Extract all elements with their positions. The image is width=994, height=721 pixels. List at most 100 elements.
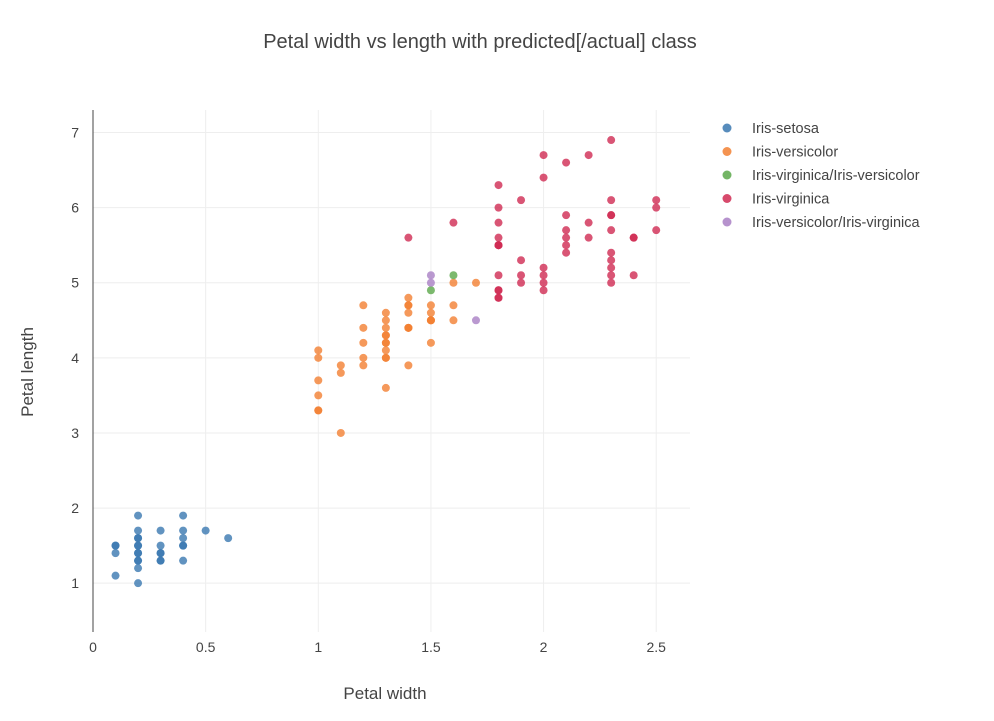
data-point[interactable] [404, 308, 413, 317]
legend-label[interactable]: Iris-setosa [752, 121, 820, 137]
data-point[interactable] [404, 293, 413, 302]
data-point[interactable] [426, 278, 435, 287]
data-point[interactable] [426, 316, 435, 325]
legend-label[interactable]: Iris-virginica [752, 192, 830, 208]
data-point[interactable] [314, 406, 323, 415]
data-point[interactable] [607, 136, 616, 145]
legend-label[interactable]: Iris-virginica/Iris-versicolor [752, 168, 920, 184]
data-point[interactable] [449, 278, 458, 287]
data-point[interactable] [584, 218, 593, 227]
data-point[interactable] [111, 541, 120, 550]
data-point[interactable] [607, 271, 616, 280]
data-point[interactable] [134, 526, 143, 535]
data-point[interactable] [471, 316, 480, 325]
data-point[interactable] [629, 271, 638, 280]
data-point[interactable] [404, 233, 413, 242]
data-point[interactable] [494, 241, 503, 250]
data-point[interactable] [426, 286, 435, 295]
data-point[interactable] [652, 196, 661, 205]
data-point[interactable] [539, 173, 548, 182]
data-point[interactable] [607, 278, 616, 287]
data-point[interactable] [134, 511, 143, 520]
data-point[interactable] [494, 181, 503, 190]
data-point[interactable] [224, 534, 233, 543]
data-point[interactable] [359, 361, 368, 370]
data-point[interactable] [494, 286, 503, 295]
data-point[interactable] [179, 541, 188, 550]
data-point[interactable] [134, 541, 143, 550]
data-point[interactable] [359, 338, 368, 347]
data-point[interactable] [449, 316, 458, 325]
data-point[interactable] [471, 278, 480, 287]
data-point[interactable] [539, 286, 548, 295]
data-point[interactable] [517, 196, 526, 205]
data-point[interactable] [179, 511, 188, 520]
data-point[interactable] [201, 526, 210, 535]
data-point[interactable] [539, 263, 548, 272]
data-point[interactable] [562, 248, 571, 257]
data-point[interactable] [404, 361, 413, 370]
data-point[interactable] [607, 263, 616, 272]
data-point[interactable] [607, 196, 616, 205]
data-point[interactable] [381, 383, 390, 392]
data-point[interactable] [607, 211, 616, 220]
data-point[interactable] [314, 346, 323, 355]
data-point[interactable] [426, 271, 435, 280]
data-point[interactable] [381, 338, 390, 347]
data-point[interactable] [584, 233, 593, 242]
data-point[interactable] [111, 549, 120, 558]
data-point[interactable] [179, 556, 188, 565]
data-point[interactable] [449, 271, 458, 280]
data-point[interactable] [517, 271, 526, 280]
data-point[interactable] [494, 218, 503, 227]
data-point[interactable] [629, 233, 638, 242]
data-point[interactable] [449, 218, 458, 227]
data-point[interactable] [156, 549, 165, 558]
data-point[interactable] [359, 353, 368, 362]
data-point[interactable] [134, 534, 143, 543]
data-point[interactable] [381, 353, 390, 362]
data-point[interactable] [449, 301, 458, 310]
data-point[interactable] [381, 316, 390, 325]
data-point[interactable] [539, 151, 548, 160]
data-point[interactable] [539, 278, 548, 287]
data-point[interactable] [156, 541, 165, 550]
data-point[interactable] [539, 271, 548, 280]
data-point[interactable] [134, 556, 143, 565]
data-point[interactable] [314, 353, 323, 362]
legend-label[interactable]: Iris-versicolor [752, 145, 838, 161]
data-point[interactable] [584, 151, 593, 160]
legend-label[interactable]: Iris-versicolor/Iris-virginica [752, 215, 921, 231]
data-point[interactable] [562, 211, 571, 220]
data-point[interactable] [607, 256, 616, 265]
data-point[interactable] [314, 376, 323, 385]
data-point[interactable] [652, 226, 661, 235]
data-point[interactable] [336, 428, 345, 437]
data-point[interactable] [179, 526, 188, 535]
data-point[interactable] [517, 256, 526, 265]
data-point[interactable] [314, 391, 323, 400]
data-point[interactable] [562, 241, 571, 250]
data-point[interactable] [494, 293, 503, 302]
data-point[interactable] [111, 571, 120, 580]
data-point[interactable] [359, 323, 368, 332]
data-point[interactable] [426, 301, 435, 310]
data-point[interactable] [652, 203, 661, 212]
data-point[interactable] [562, 158, 571, 167]
data-point[interactable] [179, 534, 188, 543]
data-point[interactable] [426, 308, 435, 317]
data-point[interactable] [336, 361, 345, 370]
data-point[interactable] [517, 278, 526, 287]
data-point[interactable] [134, 579, 143, 588]
data-point[interactable] [156, 526, 165, 535]
data-point[interactable] [336, 368, 345, 377]
data-point[interactable] [381, 331, 390, 340]
data-point[interactable] [607, 248, 616, 257]
data-point[interactable] [381, 323, 390, 332]
data-point[interactable] [494, 203, 503, 212]
data-point[interactable] [359, 301, 368, 310]
data-point[interactable] [426, 338, 435, 347]
data-point[interactable] [494, 271, 503, 280]
data-point[interactable] [607, 226, 616, 235]
data-point[interactable] [404, 323, 413, 332]
